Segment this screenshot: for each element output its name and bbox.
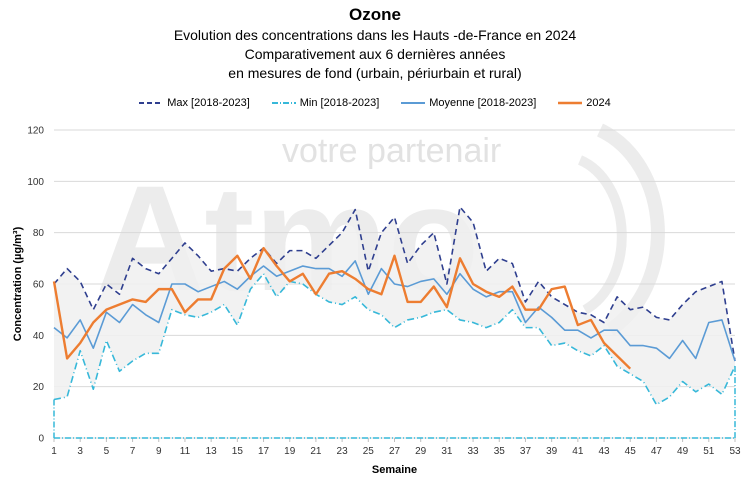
legend-swatch-min: [271, 102, 296, 104]
chart-subtitle-line-2: Comparativement aux 6 dernières années: [244, 46, 506, 62]
x-tick-label: 47: [651, 446, 663, 457]
x-tick-label: 21: [310, 446, 322, 457]
legend-swatch-max: [139, 102, 164, 104]
x-tick-label: 41: [572, 446, 584, 457]
x-tick-label: 19: [284, 446, 296, 457]
x-tick-label: 13: [206, 446, 218, 457]
x-tick-label: 53: [729, 446, 741, 457]
chart-subtitle-line-1: Evolution des concentrations dans les Ha…: [173, 27, 577, 43]
x-tick-label: 15: [232, 446, 244, 457]
x-tick-label: 33: [468, 446, 480, 457]
x-tick-label: 39: [546, 446, 558, 457]
x-tick-label: 3: [77, 446, 83, 457]
legend-label-moyenne: Moyenne [2018-2023]: [429, 97, 537, 109]
chart-subtitle-line-3: en mesures de fond (urbain, périurbain e…: [228, 65, 522, 81]
series-line-0: [53, 206, 736, 362]
x-tick-label: 1: [51, 446, 57, 457]
y-tick-label: 20: [33, 382, 45, 393]
x-tick-label: 35: [494, 446, 506, 457]
chart-title: Ozone: [349, 5, 401, 24]
legend-swatch-moyenne: [401, 102, 426, 104]
x-tick-label: 31: [441, 446, 453, 457]
legend-label-2024: 2024: [586, 97, 611, 109]
y-tick-label: 120: [27, 126, 44, 137]
watermark-arc-inner: [577, 155, 627, 315]
legend-label-min: Min [2018-2023]: [299, 97, 380, 109]
y-tick-label: 80: [33, 228, 45, 239]
series-line-3: [52, 246, 632, 370]
min-max-band: [54, 207, 735, 405]
y-tick-label: 60: [33, 280, 45, 291]
x-tick-label: 27: [389, 446, 401, 457]
x-tick-label: 11: [180, 446, 191, 457]
x-tick-label: 45: [625, 446, 637, 457]
watermark-tagline: votre partenair: [282, 132, 501, 170]
x-tick-label: 9: [156, 446, 162, 457]
y-tick-label: 40: [33, 331, 45, 342]
x-tick-label: 29: [415, 446, 427, 457]
x-tick-label: 23: [337, 446, 349, 457]
legend-item-min: Min [2018-2023]: [271, 97, 380, 109]
x-axis-title: Semaine: [372, 464, 417, 476]
chart-titles: Ozone Evolution des concentrations dans …: [0, 4, 750, 83]
legend-swatch-2024: [558, 101, 583, 105]
x-tick-label: 5: [104, 446, 110, 457]
x-tick-label: 51: [703, 446, 715, 457]
x-tick-label: 49: [677, 446, 689, 457]
legend-label-max: Max [2018-2023]: [167, 97, 250, 109]
legend-item-max: Max [2018-2023]: [139, 97, 250, 109]
x-tick-label: 25: [363, 446, 375, 457]
y-axis-title: Concentration (µg/m³): [12, 226, 24, 341]
y-tick-label: 0: [38, 434, 44, 445]
chart-legend: Max [2018-2023] Min [2018-2023] Moyenne …: [0, 97, 750, 109]
legend-item-2024: 2024: [558, 97, 611, 109]
x-tick-label: 17: [258, 446, 270, 457]
series-line-2: [53, 260, 736, 362]
y-tick-label: 100: [27, 177, 44, 188]
legend-item-moyenne: Moyenne [2018-2023]: [401, 97, 536, 109]
x-tick-label: 43: [598, 446, 610, 457]
x-tick-label: 7: [130, 446, 136, 457]
watermark-arc-outer: [596, 123, 665, 336]
x-tick-label: 37: [520, 446, 532, 457]
